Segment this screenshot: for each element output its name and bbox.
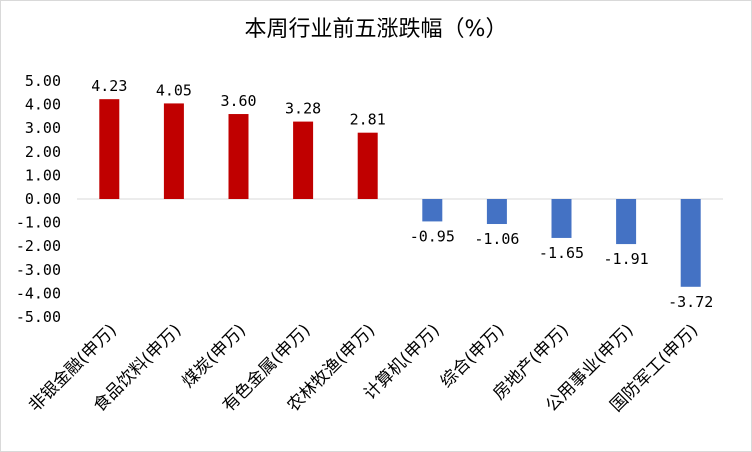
- data-label: -1.65: [539, 244, 584, 262]
- y-tick-label: 4.00: [25, 96, 61, 114]
- bar: [616, 199, 637, 245]
- bar: [228, 114, 249, 199]
- bar: [422, 199, 443, 222]
- data-label: 2.81: [350, 111, 386, 129]
- bar: [163, 103, 184, 199]
- data-label: 3.60: [220, 92, 256, 110]
- data-label: -3.72: [668, 293, 713, 311]
- y-tick-label: 1.00: [25, 166, 61, 184]
- data-label: -1.91: [604, 250, 649, 268]
- data-label: 4.05: [156, 81, 192, 99]
- bar: [357, 132, 378, 199]
- data-label: -0.95: [410, 227, 455, 245]
- y-tick-label: 3.00: [25, 119, 61, 137]
- bar: [680, 199, 701, 287]
- data-label: -1.06: [474, 230, 519, 248]
- bar: [99, 99, 120, 199]
- bar: [486, 199, 507, 225]
- y-tick-label: 2.00: [25, 143, 61, 161]
- bar: [293, 121, 314, 199]
- y-tick-label: -2.00: [16, 237, 61, 255]
- data-label: 4.23: [91, 77, 127, 95]
- y-tick-label: -5.00: [16, 308, 61, 326]
- y-tick-label: -4.00: [16, 284, 61, 302]
- data-label: 3.28: [285, 100, 321, 118]
- bar: [551, 199, 572, 238]
- y-tick-label: -1.00: [16, 214, 61, 232]
- chart-title: 本周行业前五涨跌幅（%）: [244, 17, 508, 42]
- y-tick-label: -3.00: [16, 261, 61, 279]
- y-tick-label: 0.00: [25, 190, 61, 208]
- y-tick-label: 5.00: [25, 72, 61, 90]
